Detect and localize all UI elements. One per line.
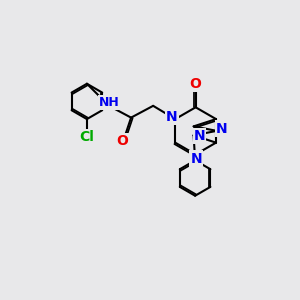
- Text: N: N: [216, 122, 228, 136]
- Text: NH: NH: [99, 96, 120, 109]
- Text: N: N: [166, 110, 178, 124]
- Text: Cl: Cl: [80, 130, 94, 144]
- Text: N: N: [194, 129, 205, 143]
- Text: O: O: [116, 134, 128, 148]
- Text: O: O: [190, 77, 202, 91]
- Text: N: N: [190, 152, 202, 166]
